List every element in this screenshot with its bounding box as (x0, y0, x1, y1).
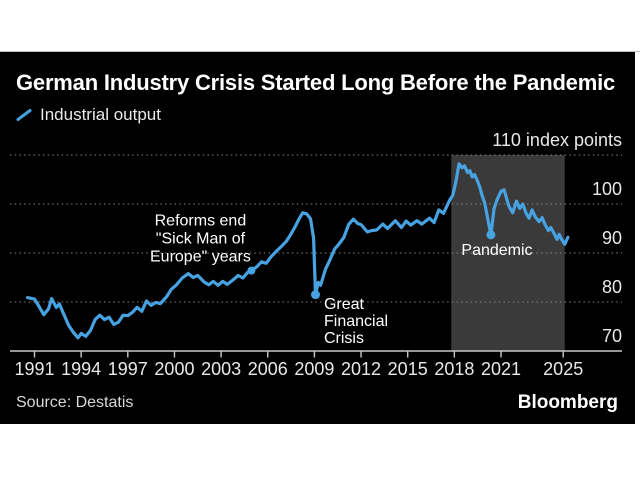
x-tick-label-1997: 1997 (108, 359, 148, 379)
card-top-border (0, 51, 640, 52)
line-series-icon (16, 109, 32, 121)
plot-area: 110 index points 100 90 80 70 1991 1994 1997 200… (0, 130, 635, 382)
x-tick-label-2003: 2003 (201, 359, 241, 379)
x-tick-label-2021: 2021 (481, 359, 521, 379)
annotation-pandemic-line1: Pandemic (461, 242, 532, 259)
y-tick-label-100: 100 (592, 179, 622, 199)
y-axis-unit-label: 110 index points (492, 130, 622, 150)
annotation-dot-reforms (247, 266, 256, 275)
annotation-reforms-line3: Europe" years (150, 249, 251, 266)
x-tick-label-1991: 1991 (14, 359, 54, 379)
legend: Industrial output (16, 105, 161, 125)
x-tick-label-2006: 2006 (248, 359, 288, 379)
bloomberg-logo: Bloomberg (517, 392, 618, 413)
industrial-output-line (25, 162, 570, 340)
annotation-great-financial-crisis-line1: Great (324, 296, 365, 313)
x-tick-label-2015: 2015 (388, 359, 428, 379)
x-tick-label-2000: 2000 (154, 359, 194, 379)
line-chart: 110 index points 100 90 80 70 1991 1994 1997 200… (10, 130, 622, 379)
annotation-dot-pandemic (486, 230, 496, 240)
annotation-reforms-line2: "Sick Man of (156, 231, 246, 248)
annotation-dot-great-financial-crisis (310, 290, 320, 300)
y-tick-label-90: 90 (602, 228, 622, 248)
y-tick-label-70: 70 (602, 326, 622, 346)
legend-label: Industrial output (40, 105, 161, 124)
chart-title: German Industry Crisis Started Long Befo… (16, 70, 616, 95)
annotation-great-financial-crisis-line2: Financial (324, 313, 388, 330)
x-tick-label-1994: 1994 (61, 359, 101, 379)
x-tick-label-2012: 2012 (341, 359, 381, 379)
x-tick-label-2018: 2018 (434, 359, 474, 379)
source-note: Source: Destatis (16, 394, 134, 411)
annotation-great-financial-crisis-line3: Crisis (324, 330, 364, 347)
annotation-reforms-line1: Reforms end (155, 213, 247, 230)
chart-card: German Industry Crisis Started Long Befo… (0, 52, 635, 424)
y-tick-label-80: 80 (602, 277, 622, 297)
x-tick-label-2009: 2009 (294, 359, 334, 379)
x-tick-label-2025: 2025 (543, 359, 583, 379)
